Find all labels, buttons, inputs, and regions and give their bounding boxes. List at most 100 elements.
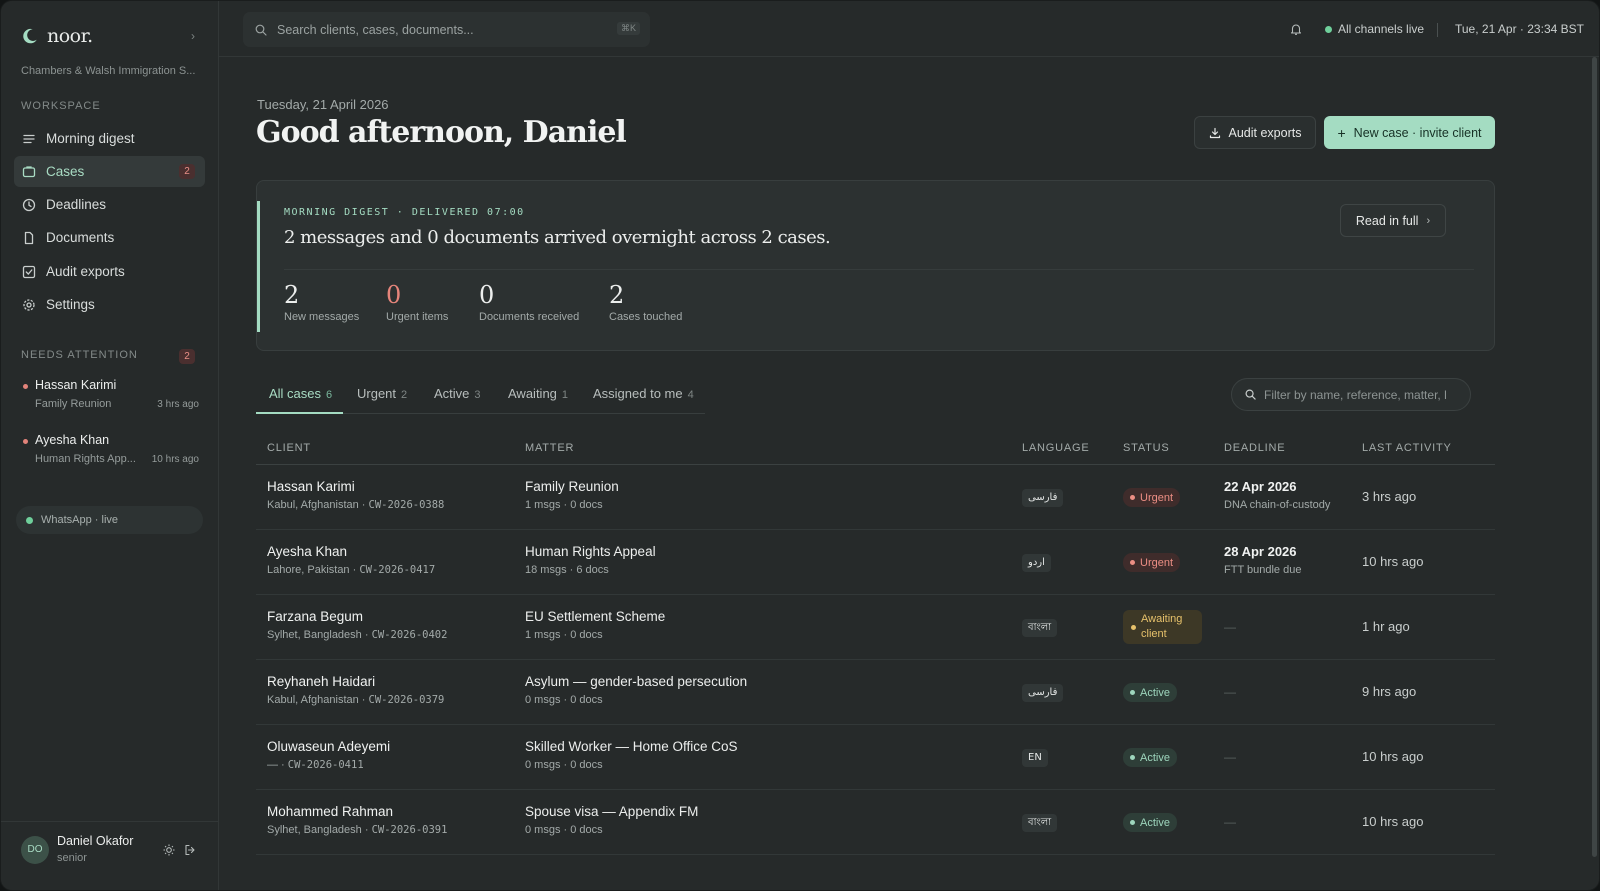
matter-title: Asylum — gender-based persecution — [525, 674, 748, 689]
table-row[interactable]: Mohammed Rahman Sylhet, Bangladesh · CW-… — [256, 790, 1495, 855]
client-meta: Lahore, Pakistan · CW-2026-0417 — [267, 564, 435, 576]
chevron-right-icon[interactable]: › — [191, 29, 195, 43]
matter-cell: Asylum — gender-based persecution 0 msgs… — [525, 674, 747, 706]
matter-title: EU Settlement Scheme — [525, 609, 666, 624]
column-header[interactable]: MATTER — [525, 442, 575, 454]
deadline-cell: 28 Apr 2026 FTT bundle due — [1224, 544, 1301, 576]
live-dot-icon — [26, 516, 33, 524]
channels-label: All channels live — [1338, 22, 1425, 36]
matter-counts: 1 msgs · 0 docs — [525, 629, 603, 641]
sun-icon[interactable] — [163, 844, 175, 856]
scrollbar[interactable] — [1592, 57, 1597, 857]
tab-assigned-to-me[interactable]: Assigned to me 4 — [593, 386, 694, 401]
status-label: Urgent — [1140, 556, 1174, 569]
urgent-dot — [23, 384, 28, 389]
language-badge: বাংলা — [1022, 619, 1058, 637]
sidebar-item-settings[interactable]: Settings — [14, 289, 205, 320]
stat-label: New messages — [284, 311, 360, 323]
matter-title: Spouse visa — Appendix FM — [525, 804, 699, 819]
column-header[interactable]: LAST ACTIVITY — [1362, 442, 1452, 454]
tab-awaiting[interactable]: Awaiting 1 — [508, 386, 568, 401]
read-in-full-button[interactable]: Read in full › — [1340, 204, 1446, 237]
table-row[interactable]: Hassan Karimi Kabul, Afghanistan · CW-20… — [256, 465, 1495, 530]
deadline-cell: — — [1224, 684, 1236, 699]
tab-urgent[interactable]: Urgent 2 — [357, 386, 407, 401]
tab-label: Assigned to me — [593, 386, 683, 401]
sidebar-item-deadlines[interactable]: Deadlines — [14, 189, 205, 220]
active-tab-indicator — [256, 412, 343, 414]
status-dot — [1130, 755, 1135, 760]
attention-matter: Human Rights App... — [35, 453, 136, 465]
matter-counts: 0 msgs · 0 docs — [525, 694, 603, 706]
language-cell: EN — [1022, 748, 1048, 767]
client-cell: Hassan Karimi Kabul, Afghanistan · CW-20… — [267, 479, 444, 511]
sidebar-item-label: Morning digest — [46, 131, 135, 146]
logout-icon[interactable] — [184, 844, 196, 856]
matter-title: Skilled Worker — Home Office CoS — [525, 739, 738, 754]
client-name[interactable]: Mohammed Rahman — [267, 804, 394, 819]
table-row[interactable]: Oluwaseun Adeyemi — · CW-2026-0411 Skill… — [256, 725, 1495, 790]
needs-attention-label: NEEDS ATTENTION — [21, 349, 138, 361]
language-cell: فارسی — [1022, 683, 1064, 702]
audit-exports-button[interactable]: Audit exports — [1194, 116, 1316, 149]
status-cell: Active — [1123, 813, 1177, 832]
table-row[interactable]: Reyhaneh Haidari Kabul, Afghanistan · CW… — [256, 660, 1495, 725]
column-header[interactable]: CLIENT — [267, 442, 311, 454]
user-name: Daniel Okafor — [57, 834, 134, 848]
deadline-cell: — — [1224, 749, 1236, 764]
client-name[interactable]: Hassan Karimi — [267, 479, 355, 494]
whatsapp-status[interactable]: WhatsApp · live — [16, 506, 203, 534]
last-activity: 10 hrs ago — [1362, 749, 1424, 764]
stat-cases-touched: 2 Cases touched — [609, 281, 682, 323]
stat-new-messages: 2 New messages — [284, 281, 359, 323]
deadline-note: FTT bundle due — [1224, 564, 1302, 576]
column-header[interactable]: LANGUAGE — [1022, 442, 1090, 454]
filter-input[interactable]: Filter by name, reference, matter, l — [1231, 378, 1471, 411]
sidebar-item-documents[interactable]: Documents — [14, 222, 205, 253]
case-reference: CW-2026-0388 — [368, 499, 445, 511]
case-reference: CW-2026-0417 — [359, 564, 436, 576]
stat-value: 2 — [609, 281, 625, 309]
client-location: Sylhet, Bangladesh · — [267, 629, 372, 641]
client-cell: Ayesha Khan Lahore, Pakistan · CW-2026-0… — [267, 544, 435, 576]
table-header: CLIENT MATTER LANGUAGE STATUS DEADLINE L… — [256, 435, 1495, 465]
column-header[interactable]: STATUS — [1123, 442, 1170, 454]
deadline-date: 28 Apr 2026 — [1224, 544, 1297, 559]
sidebar-item-audit-exports[interactable]: Audit exports — [14, 256, 205, 287]
tab-all-cases[interactable]: All cases 6 — [269, 386, 332, 401]
brand-logo[interactable]: noor. — [21, 25, 93, 47]
table-row[interactable]: Ayesha Khan Lahore, Pakistan · CW-2026-0… — [256, 530, 1495, 595]
new-case-button[interactable]: + New case · invite client — [1324, 116, 1495, 149]
last-activity: 10 hrs ago — [1362, 554, 1424, 569]
status-cell: Urgent — [1123, 488, 1181, 507]
stat-label: Urgent items — [386, 311, 449, 323]
sidebar-item-morning-digest[interactable]: Morning digest — [14, 123, 205, 154]
client-name[interactable]: Oluwaseun Adeyemi — [267, 739, 391, 754]
case-reference: CW-2026-0402 — [371, 629, 448, 641]
sidebar-item-cases[interactable]: Cases 2 — [14, 156, 205, 187]
client-cell: Reyhaneh Haidari Kabul, Afghanistan · CW… — [267, 674, 444, 706]
client-name[interactable]: Reyhaneh Haidari — [267, 674, 376, 689]
attention-time: 3 hrs ago — [157, 399, 199, 410]
deadline-empty: — — [1224, 620, 1236, 634]
tab-active[interactable]: Active 3 — [434, 386, 481, 401]
status-label: Urgent — [1140, 491, 1174, 504]
search-input[interactable]: Search clients, cases, documents... ⌘K — [243, 12, 650, 47]
column-header[interactable]: DEADLINE — [1224, 442, 1286, 454]
avatar[interactable]: DO — [21, 836, 49, 864]
bell-icon[interactable] — [1289, 22, 1303, 36]
brand-name: noor. — [47, 25, 93, 47]
deadline-date: 22 Apr 2026 — [1224, 479, 1297, 494]
language-cell: اردو — [1022, 553, 1051, 572]
client-name[interactable]: Farzana Begum — [267, 609, 364, 624]
client-location: Sylhet, Bangladesh · — [267, 824, 372, 836]
morning-digest-card: MORNING DIGEST · DELIVERED 07:00 2 messa… — [256, 180, 1495, 351]
status-badge: Urgent — [1123, 488, 1181, 507]
language-cell: বাংলা — [1022, 813, 1058, 832]
client-name[interactable]: Ayesha Khan — [267, 544, 348, 559]
client-cell: Farzana Begum Sylhet, Bangladesh · CW-20… — [267, 609, 447, 641]
client-location: Lahore, Pakistan · — [267, 564, 360, 576]
table-row[interactable]: Farzana Begum Sylhet, Bangladesh · CW-20… — [256, 595, 1495, 660]
download-icon — [1209, 127, 1220, 138]
attention-client-name: Ayesha Khan — [35, 433, 110, 447]
